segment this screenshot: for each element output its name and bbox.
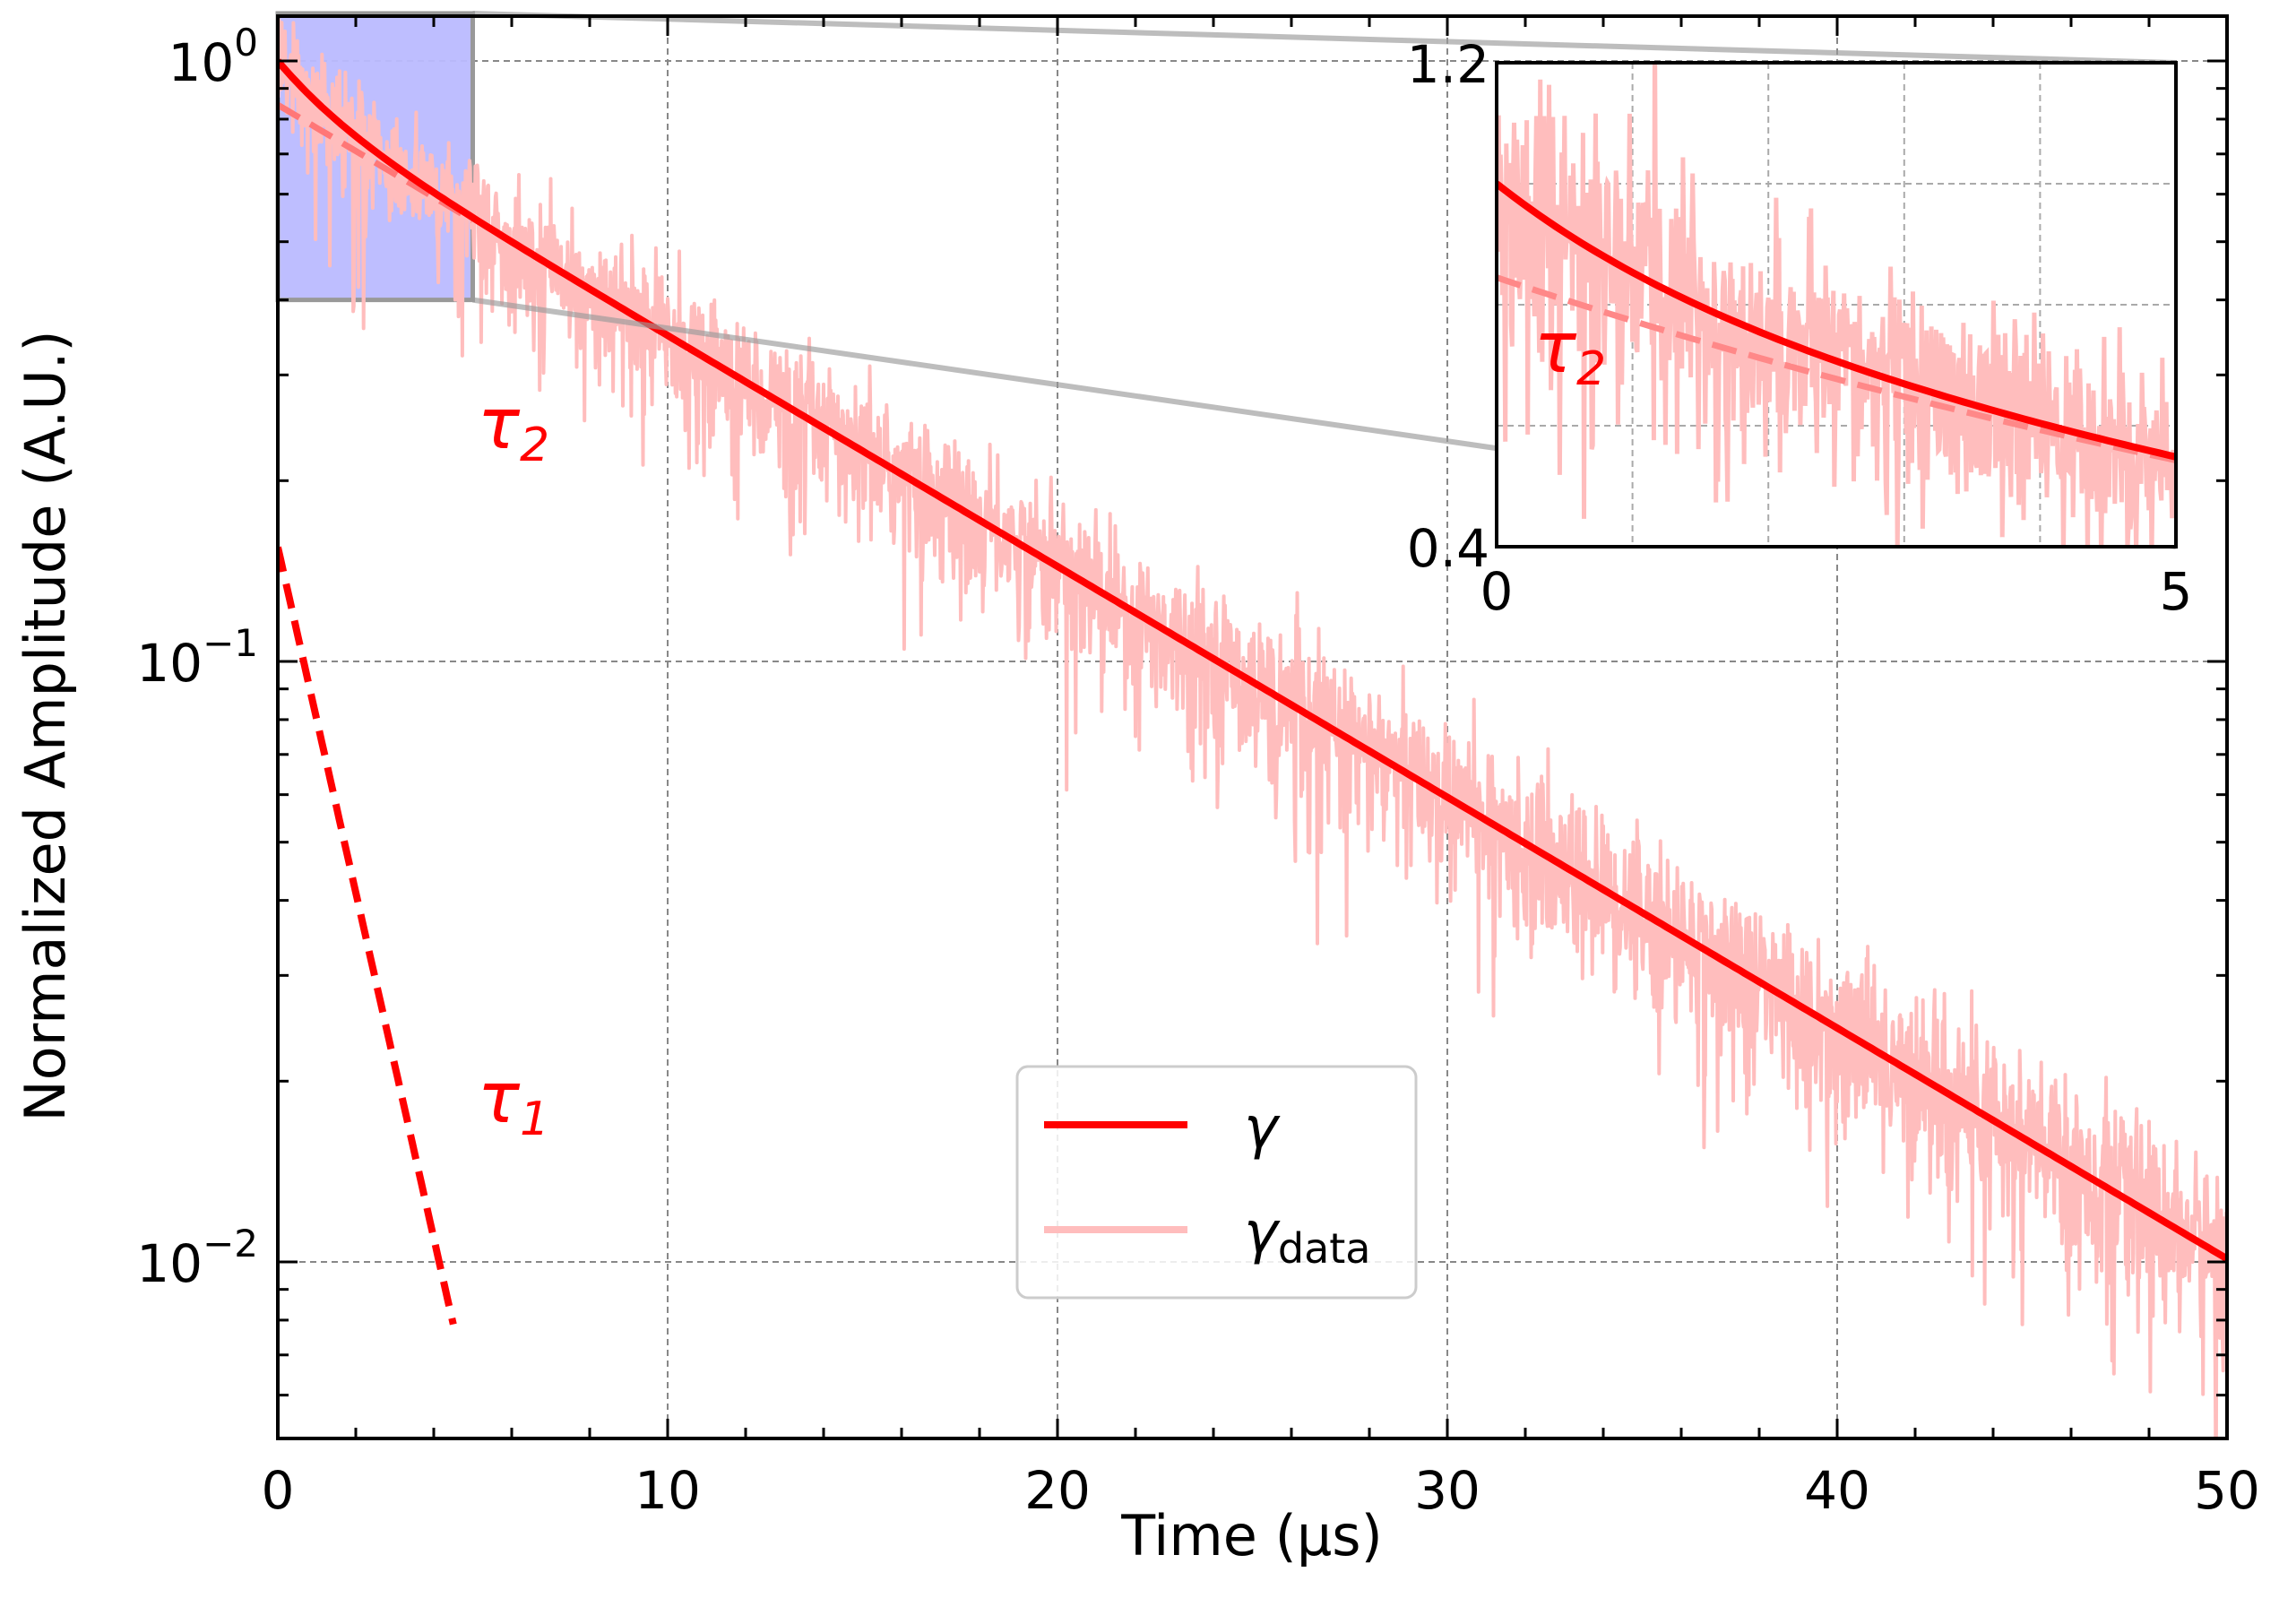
inset-y-tick-label: 0.4 [1407,518,1489,579]
x-tick-label: 40 [1804,1460,1870,1521]
inset-x-tick-label: 5 [2160,561,2193,622]
fit-series-line [278,58,2227,1262]
axes-frame [276,14,2229,1440]
y-tick-label: 10−1 [136,621,258,694]
y-tick-label: 10−2 [136,1222,258,1294]
inset-tau2-annotation: τ2 [1534,308,1606,396]
y-tick-label: 100 [168,21,258,93]
inset-fit-line [1497,180,2176,461]
y-axis-label: Normalized Amplitude (A.U.) [13,330,78,1121]
inset-x-tick-label: 0 [1480,561,1514,622]
legend-label-fit: γ [1244,1095,1281,1162]
legend: γ γdata [1015,1065,1418,1300]
inset-tau2-component-line [1497,274,2176,464]
x-tick-label: 10 [634,1460,701,1521]
tau1-component-line [278,546,457,1326]
legend-label-data: γdata [1244,1200,1371,1273]
inset-axes: 0 5 1.2 0.4 [1407,34,2193,622]
tau1-annotation: τ1 [478,1058,549,1146]
tau2-component-line [278,101,475,223]
x-tick-label: 0 [262,1460,295,1521]
main-plot-area [278,18,2227,1438]
tau2-annotation: τ2 [478,384,549,472]
connector-top [472,10,2177,65]
x-axis-label: Time (μs) [1120,1503,1383,1568]
data-series-line [278,18,2227,1438]
x-tick-label: 50 [2194,1460,2260,1521]
inset-frame [1495,61,2178,549]
x-tick-label: 30 [1414,1460,1480,1521]
x-tick-label: 20 [1024,1460,1091,1521]
inset-y-tick-label: 1.2 [1407,34,1489,95]
inset-plot-area [1497,63,2176,547]
